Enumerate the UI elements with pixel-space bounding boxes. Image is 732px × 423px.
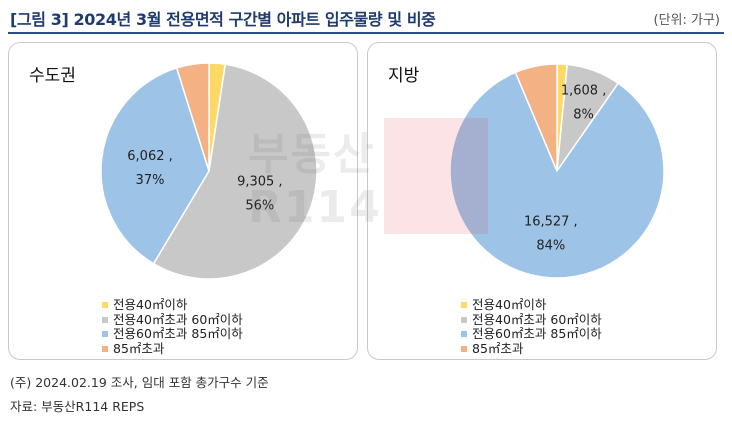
pie-slice-2 [152,63,318,280]
legend-swatch [461,316,467,323]
legend-metro: 전용40㎡이하 전용40㎡초과 60㎡이하 전용60㎡초과 85㎡이하 85㎡초… [102,297,243,357]
pie-slice-4 [514,63,558,172]
legend-swatch [102,302,108,309]
legend-label: 전용40㎡이하 [113,297,188,312]
footnote-survey: (주) 2024.02.19 조사, 임대 포함 총가구수 기준 [10,375,269,390]
legend-label: 전용60㎡초과 85㎡이하 [472,326,602,341]
legend-label: 전용40㎡초과 60㎡이하 [113,311,243,327]
pie-chart-metro: 9,305 , 56% 6,062 , 37% [100,62,318,280]
legend-swatch [102,345,108,352]
legend-item: 전용40㎡초과 60㎡이하 [461,311,602,328]
legend-item: 전용40㎡초과 60㎡이하 [102,311,243,328]
footnote-source: 자료: 부동산R114 REPS [10,399,145,414]
figure-title: [그림 3] 2024년 3월 전용면적 구간별 아파트 입주물량 및 비중 [10,10,436,29]
legend-item: 85㎡초과 [461,340,602,357]
pie-slice-3 [449,71,665,279]
legend-item: 전용60㎡초과 85㎡이하 [461,326,602,342]
legend-swatch [461,302,467,309]
legend-swatch [102,331,108,338]
data-label-percent: 84% [536,239,565,254]
pie-panel-regional: 지방 1,608 , 8% 16,527 , 84% 전용40㎡이하 전용40㎡초과 … [367,42,717,360]
legend-label: 전용40㎡초과 60㎡이하 [472,311,602,327]
legend-swatch [102,316,108,323]
data-label-value: 16,527 , [524,215,578,230]
legend-item: 전용40㎡이하 [461,297,602,313]
legend-item: 85㎡초과 [102,340,243,357]
pie-panel-metro: 수도권 9,305 , 56% 6,062 , 37% 전용40㎡이하 전용40㎡초과… [8,42,358,360]
pie-chart-regional: 1,608 , 8% 16,527 , 84% [449,63,665,279]
legend-item: 전용60㎡초과 85㎡이하 [102,326,243,342]
pie-title-metro: 수도권 [29,66,76,86]
legend-swatch [461,345,467,352]
legend-regional: 전용40㎡이하 전용40㎡초과 60㎡이하 전용60㎡초과 85㎡이하 85㎡초… [461,297,602,357]
data-label-value: 9,305 , [237,174,282,189]
legend-label: 85㎡초과 [113,340,165,356]
legend-label: 전용60㎡초과 85㎡이하 [113,326,243,341]
data-label-percent: 37% [136,173,165,188]
data-label-value: 6,062 , [127,149,172,164]
unit-label: (단위: 가구) [653,13,721,28]
pie-title-regional: 지방 [388,66,420,86]
data-label-percent: 8% [573,108,594,123]
legend-item: 전용40㎡이하 [102,297,243,313]
legend-label: 전용40㎡이하 [472,297,547,312]
data-label-value: 1,608 , [561,84,606,99]
header-divider [8,32,724,34]
data-label-percent: 56% [245,198,274,213]
pie-slice-4 [175,62,210,172]
legend-swatch [461,331,467,338]
legend-label: 85㎡초과 [472,340,524,356]
pie-slice-3 [100,66,210,265]
